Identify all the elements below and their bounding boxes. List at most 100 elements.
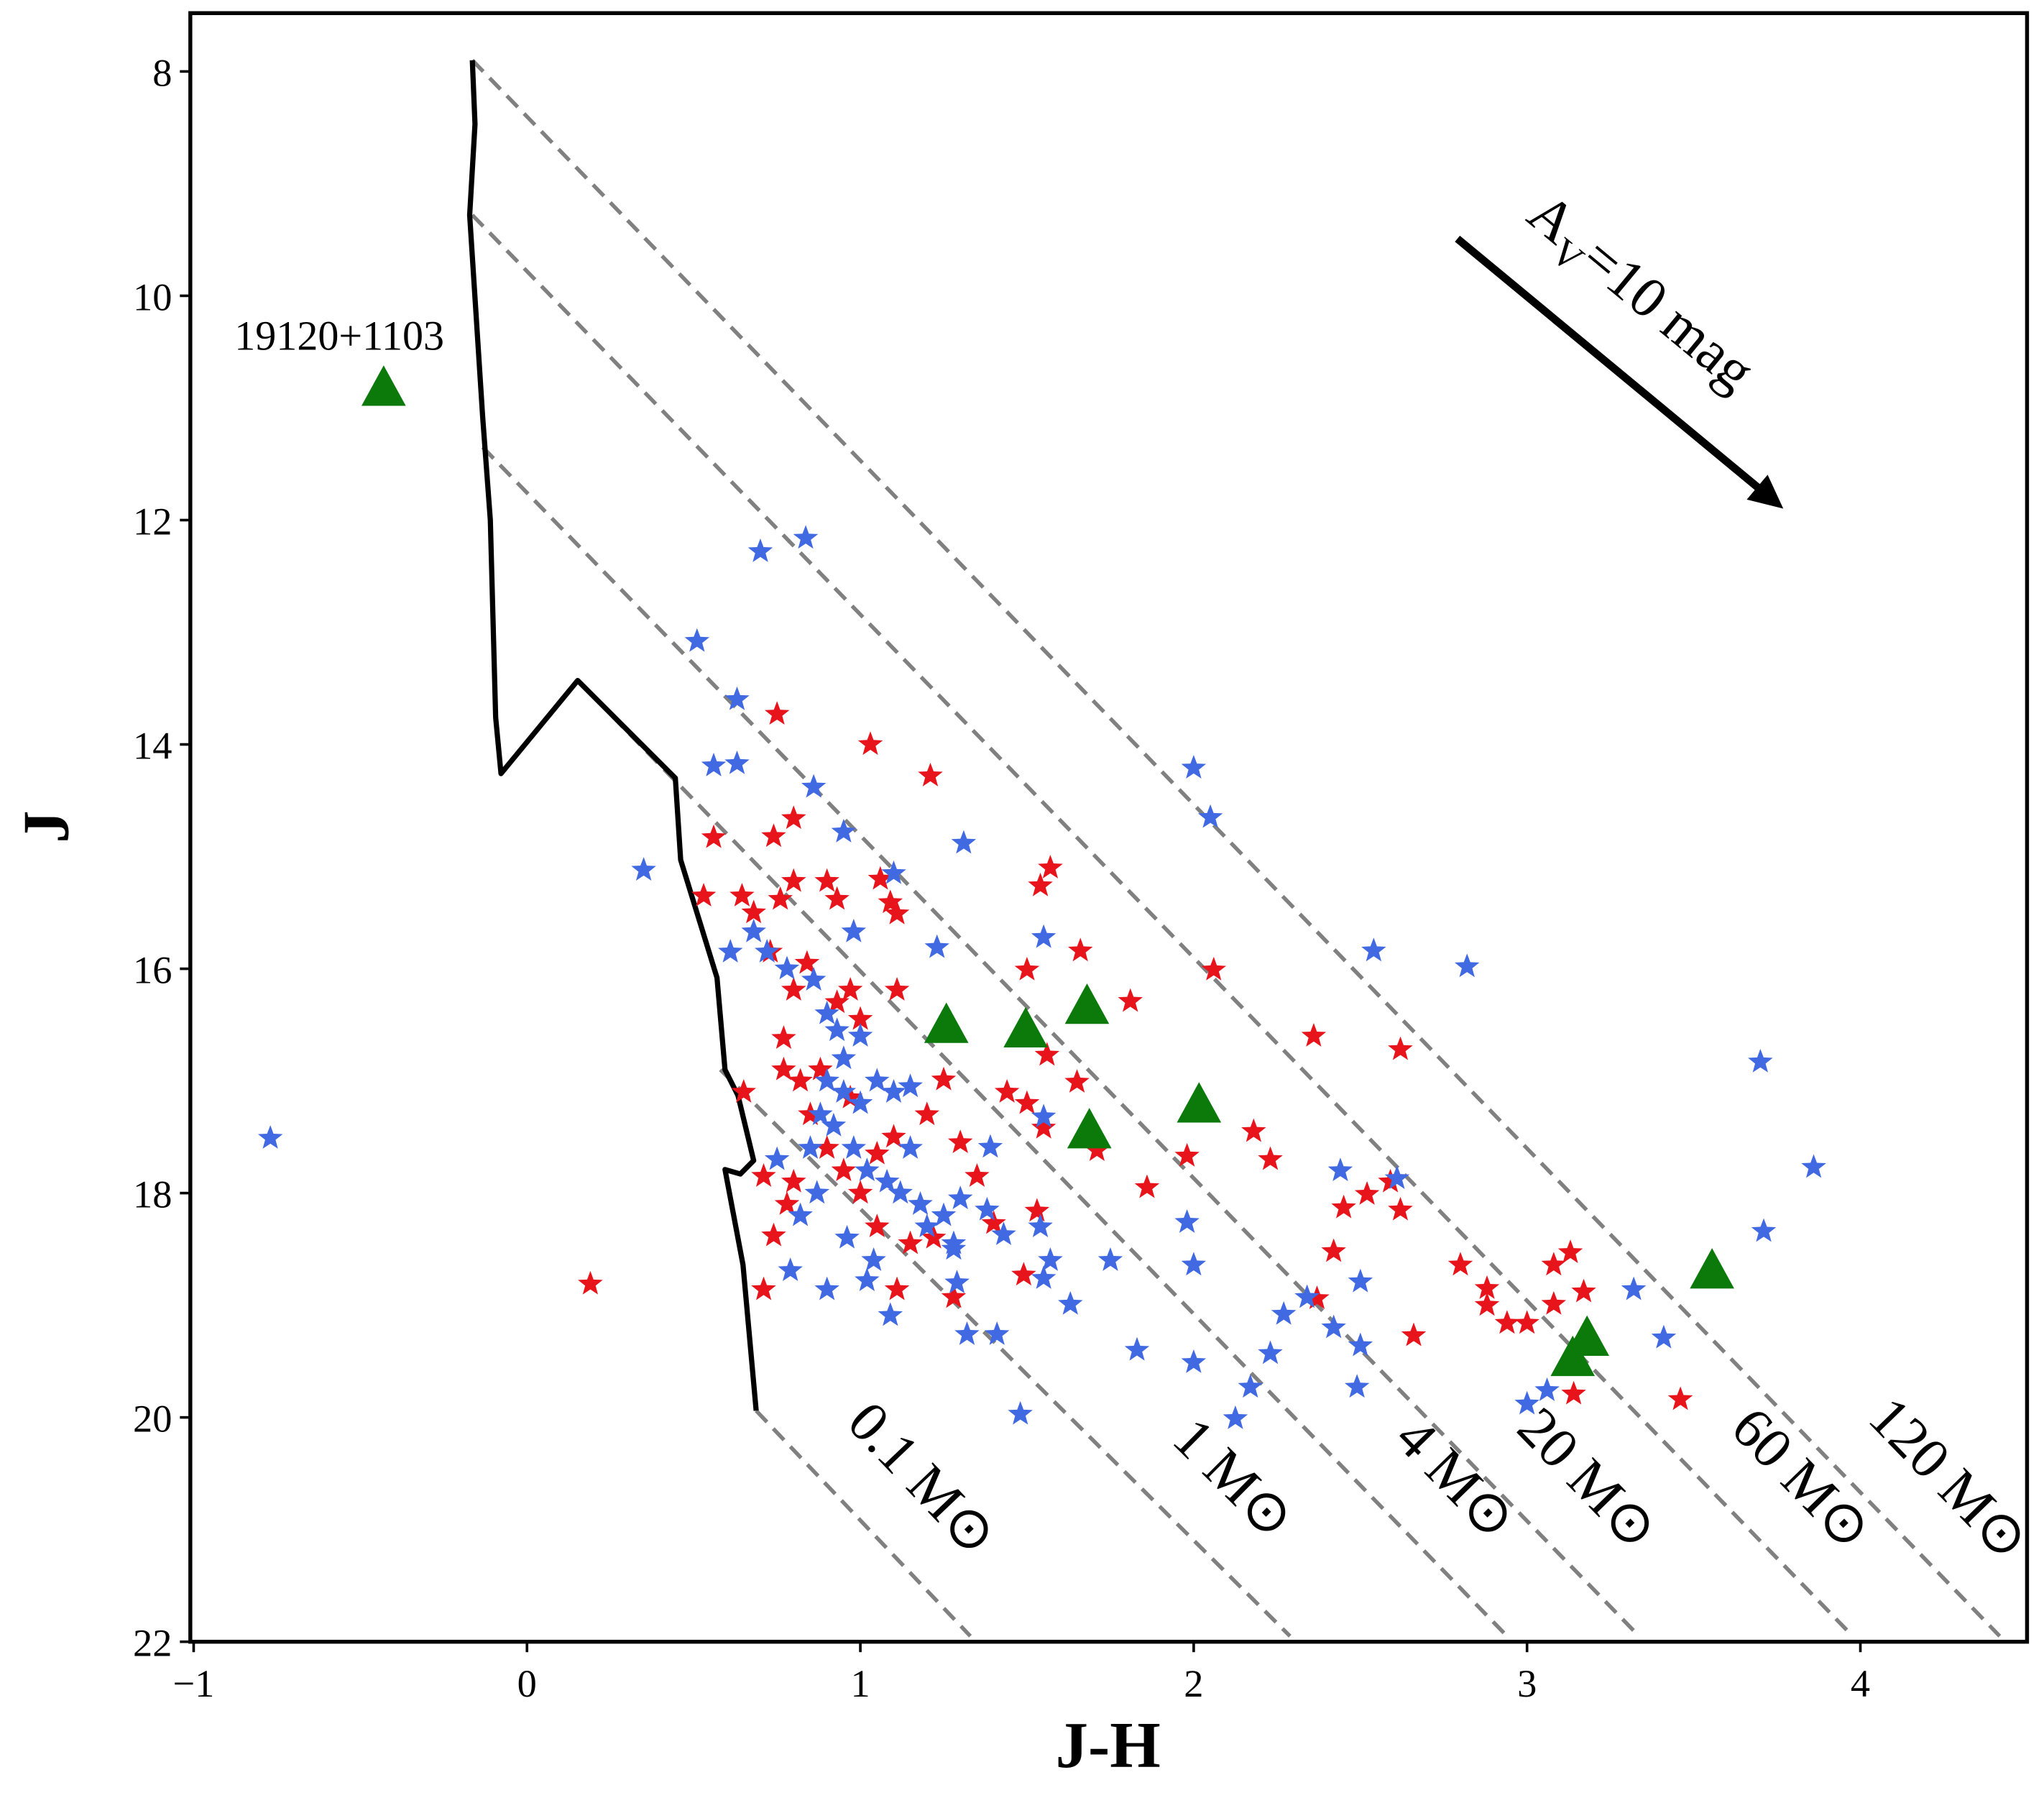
mass-track [481, 446, 1641, 1638]
star-marker [1097, 1247, 1123, 1271]
x-tick-label: 0 [517, 1662, 537, 1705]
star-marker [794, 950, 820, 974]
star-marker [1241, 1118, 1266, 1142]
star-marker [855, 1267, 880, 1291]
star-marker [1801, 1154, 1826, 1178]
star-marker [1348, 1332, 1373, 1357]
star-marker [1534, 1377, 1560, 1401]
star-marker [1514, 1390, 1539, 1415]
star-marker [1024, 1198, 1050, 1222]
star-marker [898, 1230, 923, 1254]
star-marker [1541, 1290, 1567, 1315]
star-marker [781, 868, 806, 892]
star-marker [1474, 1275, 1500, 1299]
star-marker [1384, 1165, 1410, 1189]
star-marker [837, 977, 863, 1001]
star-marker [1031, 1104, 1056, 1128]
star-marker [781, 1168, 806, 1193]
star-marker [718, 939, 743, 963]
star-marker [831, 1045, 857, 1070]
star-marker [1494, 1310, 1520, 1334]
star-marker [831, 1079, 857, 1103]
star-marker [1031, 1114, 1056, 1139]
star-marker [881, 1124, 906, 1148]
isochrone [466, 60, 759, 1411]
x-tick-label: 1 [850, 1662, 870, 1705]
y-tick-label: 10 [133, 275, 172, 318]
star-marker [814, 868, 839, 892]
star-marker [847, 1090, 873, 1114]
star-marker [1174, 1209, 1200, 1233]
arrow-shaft [1455, 235, 1763, 492]
star-marker [1474, 1292, 1500, 1316]
star-marker [824, 886, 850, 910]
star-marker [1454, 953, 1480, 978]
star-marker [947, 1129, 973, 1154]
star-marker [975, 1196, 1000, 1221]
star-marker [1064, 1069, 1090, 1093]
mass-track [719, 1068, 1292, 1638]
star-marker [1011, 1262, 1036, 1286]
star-marker [1621, 1276, 1647, 1300]
star-marker [257, 1125, 283, 1149]
star-marker [847, 1180, 873, 1204]
x-tick-label: 2 [1184, 1662, 1203, 1705]
star-marker [804, 1180, 830, 1204]
star-marker [741, 918, 766, 942]
star-marker [684, 628, 710, 652]
star-marker [798, 1135, 823, 1159]
y-tick-label: 20 [133, 1398, 172, 1441]
star-marker [1238, 1374, 1263, 1398]
star-marker [1378, 1168, 1403, 1193]
star-marker [798, 1101, 823, 1126]
star-marker [691, 883, 717, 907]
triangle-marker [1064, 983, 1110, 1024]
star-marker [831, 819, 857, 843]
star-marker [1561, 1380, 1586, 1405]
star-marker [1348, 1268, 1373, 1293]
star-marker [793, 525, 819, 549]
star-marker [908, 1191, 933, 1215]
x-tick-label: 4 [1851, 1662, 1870, 1705]
triangle-marker [1690, 1248, 1734, 1289]
star-marker [1031, 924, 1056, 948]
star-marker [1271, 1300, 1297, 1325]
star-marker [1361, 937, 1386, 962]
star-marker [1748, 1048, 1773, 1073]
mass-track [471, 58, 2002, 1638]
star-marker [888, 1180, 913, 1204]
y-axis-label: J [9, 810, 82, 843]
star-marker [824, 1017, 850, 1042]
star-marker [865, 1140, 890, 1165]
star-marker [841, 1135, 867, 1159]
star-marker [1181, 1252, 1207, 1276]
star-marker [747, 538, 773, 562]
star-marker [1174, 1142, 1200, 1167]
star-marker [847, 1006, 873, 1030]
star-marker [1667, 1386, 1693, 1410]
star-marker [751, 1163, 776, 1187]
star-marker [1401, 1322, 1427, 1346]
star-marker [814, 1000, 839, 1024]
star-marker [751, 1276, 776, 1300]
star-marker [768, 886, 793, 910]
star-marker [931, 1066, 957, 1091]
x-tick-label: 3 [1517, 1662, 1537, 1705]
star-marker [778, 1257, 803, 1281]
triangle-marker [1067, 1108, 1112, 1149]
star-marker [1327, 1157, 1353, 1182]
x-tick-label: −1 [173, 1662, 215, 1705]
star-marker [855, 1157, 880, 1182]
source-label: 19120+1103 [234, 313, 444, 359]
triangle-marker [1003, 1006, 1048, 1047]
star-marker [951, 830, 977, 854]
star-marker [1181, 755, 1207, 779]
star-marker [1038, 855, 1063, 878]
triangle-marker [924, 1002, 969, 1043]
star-marker [857, 731, 883, 756]
star-marker [1028, 1214, 1053, 1238]
star-marker [991, 1221, 1016, 1245]
star-marker [1258, 1146, 1283, 1170]
star-marker [1118, 988, 1143, 1012]
star-marker [701, 824, 727, 848]
